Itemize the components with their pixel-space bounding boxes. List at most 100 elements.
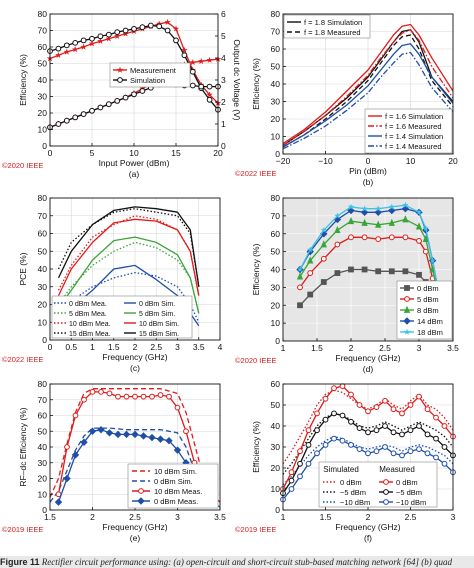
tick-label-y: 50	[38, 59, 48, 69]
tick-label-x: 3	[417, 343, 422, 353]
legend-label: 10 dBm Meas.	[154, 487, 202, 496]
figure-caption-text: Rectifier circuit performance using: (a)…	[39, 557, 452, 567]
legend-label: −5 dBm	[396, 488, 422, 497]
data-point	[181, 52, 188, 59]
tick-label-y: 80	[38, 379, 48, 389]
tick-label-x: 1.5	[44, 512, 56, 522]
data-point	[305, 442, 312, 448]
legend-label: 0 dBm Sim.	[139, 301, 175, 308]
chart-panel-d: 0 10 20 30 40 50 60 70 80 1 1.5 2 2.5 3 3.5 Frequency (…	[235, 193, 459, 374]
data-point	[306, 246, 314, 253]
data-point	[206, 83, 213, 90]
panel-label: (f)	[364, 533, 372, 543]
panel-label: (a)	[129, 169, 140, 179]
tick-label-y: 10	[271, 484, 281, 494]
data-point	[156, 23, 163, 30]
data-point	[356, 402, 363, 408]
data-point	[148, 433, 156, 442]
legend-label: f = 1.8 Simulation	[304, 18, 362, 27]
data-point	[55, 51, 62, 59]
axis-label-x: Pin (dBm)	[349, 166, 387, 176]
data-point	[334, 212, 341, 219]
tick-label-y: 50	[271, 247, 281, 257]
axis-label-y: Efficiency (%)	[251, 421, 261, 473]
data-point	[288, 486, 295, 492]
data-point	[339, 437, 346, 444]
legend-marker	[403, 317, 411, 325]
series-line-5	[282, 51, 454, 150]
series-line-6	[57, 208, 200, 287]
data-point	[422, 248, 429, 255]
data-point	[55, 45, 62, 52]
legend-label: −10 dBm	[396, 498, 426, 507]
data-point	[297, 460, 303, 467]
data-point	[375, 268, 382, 275]
data-point	[314, 450, 320, 457]
legend-label: 0 dBm	[340, 478, 362, 487]
legend-label: 0 dBm	[396, 478, 418, 487]
legend-label: f = 1.6 Measured	[385, 122, 442, 131]
tick-label-y: 40	[271, 421, 281, 431]
legend-label: 10 dBm Sim.	[139, 321, 179, 328]
tick-label-x: 2.5	[150, 342, 162, 352]
legend-label: 0 dBm	[417, 284, 439, 293]
legend-label: −10 dBm	[340, 498, 370, 507]
data-point	[80, 37, 87, 44]
data-point	[441, 460, 448, 467]
legend-marker	[383, 479, 389, 485]
series-line-4	[282, 43, 454, 148]
tick-label-x: 0	[366, 156, 371, 166]
legend-label: 0 dBm Meas.	[154, 497, 198, 506]
series-line-5	[57, 218, 200, 296]
data-point	[361, 266, 368, 273]
axis-label-y: Efficiency (%)	[251, 243, 261, 295]
tick-label-y: 20	[38, 474, 48, 484]
legend-label: 15 dBm Mea.	[69, 331, 111, 338]
axis-label-x: Frequency (GHz)	[102, 352, 167, 362]
legend-label: Simulation	[130, 76, 165, 85]
data-point	[139, 88, 146, 94]
tick-label-y: 80	[38, 9, 48, 19]
data-point	[71, 451, 80, 459]
data-point	[416, 446, 422, 453]
data-point	[433, 435, 439, 442]
data-point	[88, 40, 96, 47]
data-point	[297, 284, 303, 291]
legend-label: f = 1.4 Simulation	[385, 132, 443, 141]
tick-label-y: 0	[42, 335, 47, 345]
data-point	[165, 436, 173, 445]
tick-label-y: 70	[38, 26, 48, 36]
data-point	[348, 266, 354, 273]
data-point	[157, 392, 164, 398]
tick-label-y: 50	[271, 62, 281, 72]
data-point	[390, 406, 397, 413]
data-point	[399, 410, 405, 417]
tick-label-y: 10	[38, 489, 48, 499]
data-point	[183, 428, 189, 435]
data-point	[424, 431, 431, 438]
data-point	[339, 412, 346, 419]
legend-marker	[137, 497, 145, 505]
data-point	[416, 271, 422, 278]
data-point	[173, 37, 179, 44]
legend-label: 10 dBm Mea.	[69, 321, 111, 328]
data-point	[375, 236, 382, 243]
tick-label-x: 3.5	[447, 343, 459, 353]
data-point	[166, 393, 172, 400]
data-point	[88, 427, 97, 435]
tick-label-y: 20	[271, 114, 281, 124]
data-point	[399, 431, 405, 438]
tick-label-y: 50	[38, 426, 48, 436]
tick-label-y: 20	[271, 300, 281, 310]
data-point	[174, 404, 181, 411]
data-point	[348, 234, 354, 241]
data-point	[307, 256, 314, 264]
data-point	[433, 414, 439, 421]
legend-label: 18 dBm	[417, 328, 443, 337]
data-point	[105, 35, 113, 42]
tick-label-y: 80	[271, 9, 281, 19]
data-point	[365, 450, 371, 457]
data-point	[81, 396, 87, 403]
